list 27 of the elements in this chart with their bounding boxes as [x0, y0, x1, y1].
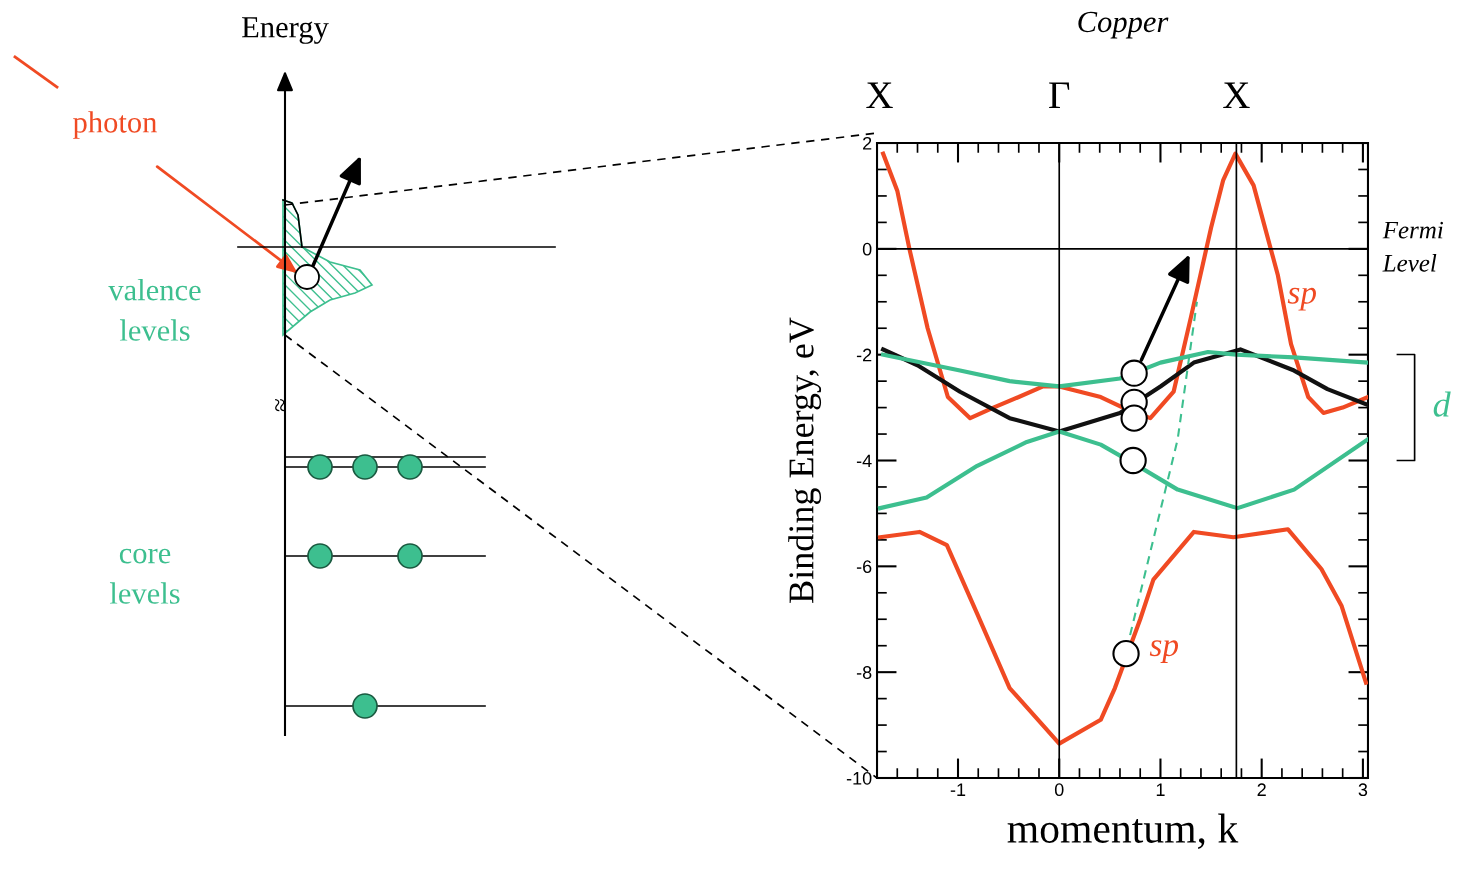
x-axis-title: momentum, k [1007, 813, 1239, 849]
y-tick-label: 0 [862, 242, 872, 256]
text: ≈ [275, 399, 285, 412]
text: Energy [242, 17, 329, 44]
text: valence levels [108, 278, 201, 341]
y-tick-label: 2 [863, 136, 872, 150]
y-axis-title: Binding Energy, eV [788, 317, 822, 603]
text: photon [73, 111, 157, 139]
annotation: sp [1149, 640, 1179, 663]
text: X [866, 82, 893, 108]
y-tick-label: -10 [846, 771, 872, 785]
x-tick-label: 1 [1156, 783, 1165, 796]
x-tick-label: 2 [1257, 783, 1266, 796]
text: d [1433, 391, 1451, 417]
x-tick-label: 3 [1358, 783, 1368, 797]
text: core levels [109, 548, 180, 604]
chart-title: Copper [1078, 11, 1169, 39]
y-tick-label: -4 [856, 454, 872, 468]
x-tick-label: -1 [950, 783, 966, 796]
y-tick-label: -6 [856, 560, 872, 574]
ref-line-label: X [1223, 82, 1250, 108]
ref-line-label: Fermi Level [1382, 221, 1444, 272]
x-tick-label: 0 [1054, 783, 1064, 797]
ref-line-label: Γ [1049, 82, 1070, 108]
y-tick-label: -8 [856, 666, 872, 679]
annotation: sp [1287, 287, 1316, 311]
y-tick-label: -2 [856, 348, 872, 362]
